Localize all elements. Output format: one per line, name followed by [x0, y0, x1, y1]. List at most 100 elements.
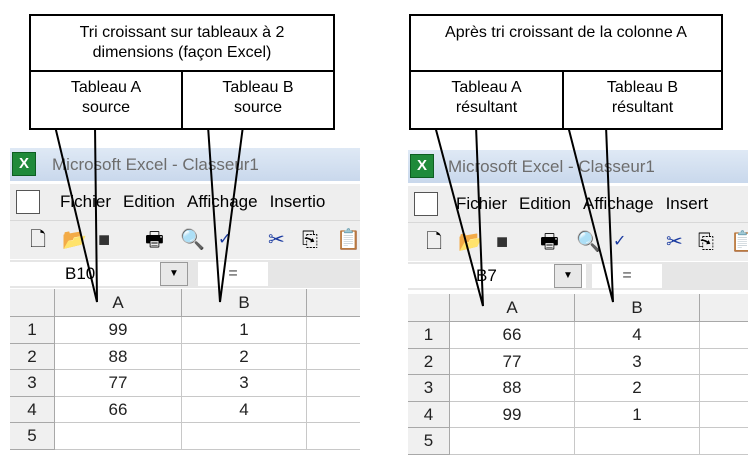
cell[interactable] — [307, 397, 360, 423]
pointer-right-a — [434, 125, 484, 307]
row-header[interactable]: 1 — [10, 317, 55, 344]
cell[interactable]: 77 — [450, 348, 575, 375]
menu-affichage[interactable]: Affichage — [583, 194, 654, 213]
paste-icon[interactable]: 📋 — [336, 229, 360, 251]
cell[interactable] — [307, 423, 360, 450]
spellcheck-icon[interactable]: ✓ — [613, 233, 627, 250]
cell[interactable]: 66 — [55, 396, 182, 423]
row-header[interactable]: 3 — [10, 370, 55, 397]
cut-icon[interactable]: ✂ — [268, 229, 285, 251]
cell[interactable] — [182, 423, 307, 450]
new-icon[interactable]: 🗋 — [426, 231, 443, 253]
callout-title: Tri croissant sur tableaux à 2 dimension… — [31, 16, 333, 72]
menu-insertion[interactable]: Insert — [665, 194, 709, 213]
pointer-left-a — [54, 125, 98, 303]
excel-icon: X — [12, 152, 36, 176]
menu-insertion[interactable]: Insertio — [269, 192, 326, 211]
cell[interactable]: 3 — [575, 348, 700, 375]
formula-equals-button[interactable]: = — [198, 262, 268, 286]
pointer-left-b — [207, 125, 244, 303]
cell[interactable]: 88 — [55, 343, 182, 370]
paste-icon[interactable]: 📋 — [730, 231, 748, 253]
cell[interactable]: 2 — [182, 343, 307, 370]
callout-tableau-b: Tableau B résultant — [606, 79, 679, 116]
cell[interactable] — [450, 428, 575, 455]
print-preview-icon[interactable]: 🔍 — [180, 229, 205, 251]
row-header[interactable]: 2 — [408, 348, 450, 375]
print-preview-icon[interactable]: 🔍 — [576, 231, 601, 253]
row-header[interactable]: 1 — [408, 322, 450, 349]
new-icon[interactable]: 🗋 — [30, 229, 47, 251]
column-header-b[interactable]: B — [575, 294, 700, 322]
cell[interactable] — [700, 402, 748, 428]
title-bar: X Microsoft Excel - Classeur1 — [10, 148, 360, 181]
excel-window-right: X Microsoft Excel - Classeur1 Fichier Edi… — [408, 150, 748, 460]
window-title: Microsoft Excel - Classeur1 — [52, 155, 259, 174]
workbook-icon — [414, 192, 438, 216]
cell[interactable] — [700, 428, 748, 455]
callout-title: Après tri croissant de la colonne A — [411, 16, 721, 72]
cell[interactable]: 4 — [575, 322, 700, 349]
callout-left: Tri croissant sur tableaux à 2 dimension… — [29, 14, 335, 130]
formula-bar: B10 ▼ = — [10, 260, 360, 288]
formula-bar: B7 ▼ = — [408, 262, 748, 290]
row-header[interactable]: 3 — [408, 375, 450, 402]
print-icon[interactable]: 🖶 — [540, 231, 559, 253]
column-header-c[interactable] — [307, 289, 360, 317]
cell[interactable]: 66 — [450, 322, 575, 349]
row-header[interactable]: 2 — [10, 343, 55, 370]
row-header[interactable]: 4 — [10, 396, 55, 423]
cut-icon[interactable]: ✂ — [666, 231, 683, 253]
save-icon[interactable]: ■ — [496, 231, 509, 253]
title-bar: X Microsoft Excel - Classeur1 — [408, 150, 748, 183]
select-all-corner[interactable] — [408, 294, 450, 322]
name-box-dropdown-icon[interactable]: ▼ — [554, 264, 582, 288]
column-header-a[interactable]: A — [450, 294, 575, 322]
column-header-c[interactable] — [700, 294, 748, 322]
cell[interactable] — [700, 349, 748, 375]
cell[interactable]: 2 — [575, 375, 700, 402]
copy-icon[interactable]: ⎘ — [698, 231, 714, 253]
callout-tableau-b: Tableau B source — [222, 79, 294, 116]
excel-window-left: X Microsoft Excel - Classeur1 Fichier Edi… — [10, 148, 360, 458]
column-header-a[interactable]: A — [55, 289, 182, 317]
cell[interactable]: 1 — [182, 317, 307, 344]
excel-icon: X — [410, 154, 434, 178]
workbook-icon — [16, 190, 40, 214]
cell[interactable] — [575, 428, 700, 455]
name-box-dropdown-icon[interactable]: ▼ — [160, 262, 188, 286]
toolbar: 🗋 📂 ■ 🖶 🔍 ✓ ✂ ⎘ 📋 — [408, 222, 748, 261]
cell[interactable]: 3 — [182, 370, 307, 397]
save-icon[interactable]: ■ — [98, 229, 111, 251]
column-header-b[interactable]: B — [182, 289, 307, 317]
menu-bar: Fichier Edition Affichage Insert — [408, 185, 748, 222]
cell[interactable] — [307, 344, 360, 370]
cell[interactable]: 77 — [55, 370, 182, 397]
cell[interactable]: 4 — [182, 396, 307, 423]
cell[interactable] — [307, 370, 360, 397]
name-box[interactable]: B10 — [10, 262, 188, 286]
row-header[interactable]: 5 — [10, 423, 55, 450]
row-header[interactable]: 5 — [408, 428, 450, 455]
cell[interactable]: 1 — [575, 401, 700, 428]
copy-icon[interactable]: ⎘ — [302, 229, 318, 251]
cell[interactable] — [307, 317, 360, 344]
cell[interactable]: 99 — [55, 317, 182, 344]
menu-fichier[interactable]: Fichier — [456, 194, 508, 213]
cell[interactable] — [700, 322, 748, 349]
toolbar: 🗋 📂 ■ 🖶 🔍 ✓ ✂ ⎘ 📋 — [10, 220, 360, 259]
cell[interactable] — [55, 423, 182, 450]
select-all-corner[interactable] — [10, 289, 55, 317]
cell[interactable] — [700, 375, 748, 402]
callout-right: Après tri croissant de la colonne A Tabl… — [409, 14, 723, 130]
row-header[interactable]: 4 — [408, 401, 450, 428]
print-icon[interactable]: 🖶 — [145, 229, 164, 251]
menu-edition[interactable]: Edition — [519, 194, 571, 213]
cell[interactable]: 99 — [450, 401, 575, 428]
pointer-right-b — [567, 125, 614, 303]
menu-affichage[interactable]: Affichage — [187, 192, 258, 211]
window-title: Microsoft Excel - Classeur1 — [448, 157, 655, 176]
menu-edition[interactable]: Edition — [123, 192, 175, 211]
cell[interactable]: 88 — [450, 375, 575, 402]
